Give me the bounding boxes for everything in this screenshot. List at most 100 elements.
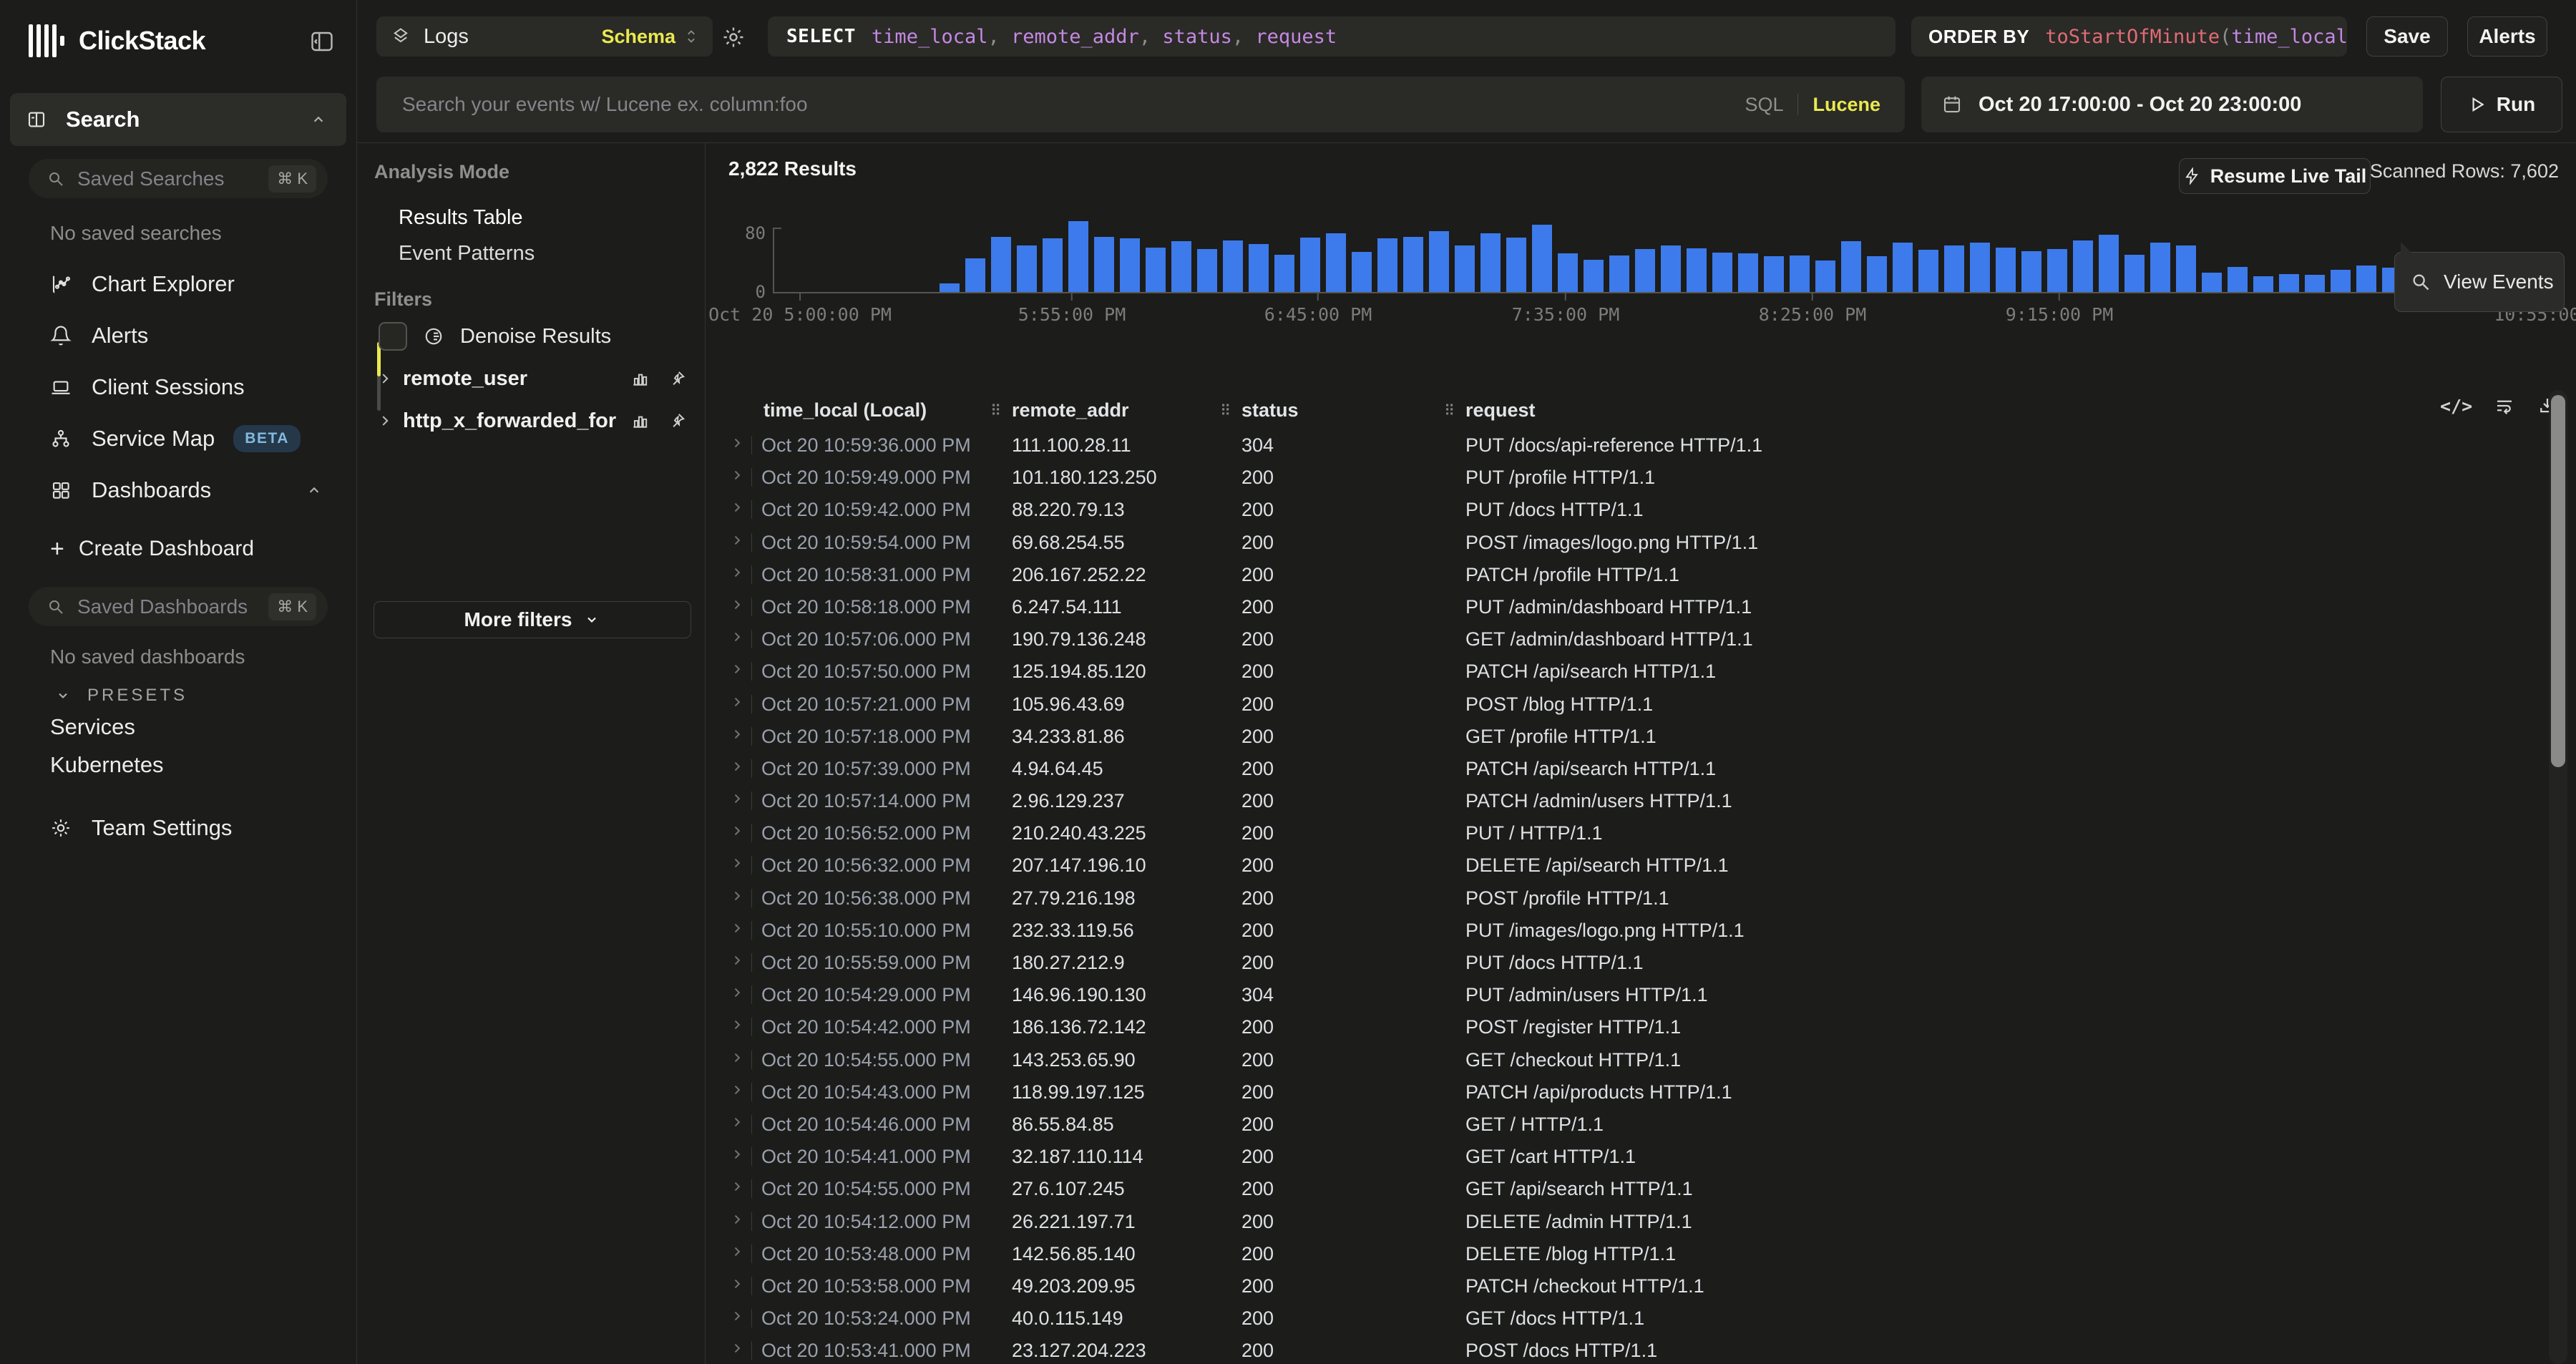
table-row[interactable]: Oct 20 10:55:10.000 PM 232.33.119.56 200… [716,915,2547,947]
expand-row-chevron-icon[interactable] [730,1083,744,1097]
table-row[interactable]: Oct 20 10:53:58.000 PM 49.203.209.95 200… [716,1270,2547,1302]
expand-row-chevron-icon[interactable] [730,953,744,968]
histogram-bar[interactable] [1403,237,1423,293]
histogram-bar[interactable] [1790,255,1810,292]
expand-row-chevron-icon[interactable] [730,468,744,482]
table-row[interactable]: Oct 20 10:56:32.000 PM 207.147.196.10 20… [716,849,2547,882]
histogram-bar[interactable] [2099,235,2119,292]
expand-row-chevron-icon[interactable] [730,856,744,870]
wrap-text-icon[interactable] [2494,395,2515,416]
denoise-checkbox[interactable] [379,322,407,351]
histogram-bar[interactable] [1120,238,1140,292]
time-range-picker[interactable]: Oct 20 17:00:00 - Oct 20 23:00:00 [1921,77,2423,132]
save-button[interactable]: Save [2366,16,2448,57]
histogram-bar[interactable] [1970,243,1990,292]
sql-toggle[interactable]: SQL [1745,94,1783,116]
histogram-bar[interactable] [1687,248,1707,292]
table-row[interactable]: Oct 20 10:59:42.000 PM 88.220.79.13 200 … [716,494,2547,526]
table-row[interactable]: Oct 20 10:55:59.000 PM 180.27.212.9 200 … [716,947,2547,979]
histogram-bar[interactable] [1326,233,1346,293]
sidebar-item-chart-explorer[interactable]: Chart Explorer [0,262,356,306]
drag-handle-icon[interactable]: ⠿ [1444,402,1453,420]
collapse-sidebar-icon[interactable] [309,29,335,54]
event-search-input[interactable] [401,92,1745,117]
expand-row-chevron-icon[interactable] [730,824,744,838]
expand-row-chevron-icon[interactable] [730,889,744,903]
histogram-bar[interactable] [1893,243,1913,292]
sidebar-item-team-settings[interactable]: Team Settings [0,806,356,850]
expand-row-chevron-icon[interactable] [730,1051,744,1065]
sidebar-item-search[interactable]: Search [10,93,346,146]
table-row[interactable]: Oct 20 10:54:41.000 PM 32.187.110.114 20… [716,1141,2547,1173]
histogram-bar[interactable] [1944,245,1964,292]
histogram-bar[interactable] [1506,238,1526,292]
expand-row-chevron-icon[interactable] [730,985,744,1000]
table-row[interactable]: Oct 20 10:57:21.000 PM 105.96.43.69 200 … [716,688,2547,721]
expand-row-chevron-icon[interactable] [730,533,744,547]
histogram-bar[interactable] [1300,238,1320,292]
histogram-bar[interactable] [2331,270,2351,292]
table-row[interactable]: Oct 20 10:58:18.000 PM 6.247.54.111 200 … [716,591,2547,623]
histogram-bar[interactable] [991,237,1011,293]
saved-searches-input[interactable] [76,167,268,191]
table-row[interactable]: Oct 20 10:56:38.000 PM 27.79.216.198 200… [716,882,2547,915]
chart-icon[interactable] [630,411,649,430]
table-row[interactable]: Oct 20 10:54:42.000 PM 186.136.72.142 20… [716,1011,2547,1043]
filter-field-row[interactable]: http_x_forwarded_for [377,404,686,438]
histogram-bar[interactable] [1918,250,1938,292]
expand-row-chevron-icon[interactable] [730,1115,744,1129]
histogram-bar[interactable] [1068,221,1088,292]
table-row[interactable]: Oct 20 10:59:36.000 PM 111.100.28.11 304… [716,429,2547,462]
source-selector[interactable]: Logs Schema [376,16,713,57]
sidebar-item-alerts[interactable]: Alerts [0,313,356,358]
expand-row-chevron-icon[interactable] [730,1147,744,1161]
histogram-bar[interactable] [1558,253,1578,292]
mode-event-patterns[interactable]: Event Patterns [399,242,535,266]
sidebar-item-client-sessions[interactable]: Client Sessions [0,365,356,409]
sidebar-item-preset[interactable]: Services [50,714,135,740]
column-header-status[interactable]: status [1241,399,1299,422]
lucene-toggle[interactable]: Lucene [1813,94,1880,116]
histogram-bar[interactable] [1017,245,1037,292]
expand-row-chevron-icon[interactable] [730,1212,744,1227]
histogram-bar[interactable] [1249,244,1269,293]
table-row[interactable]: Oct 20 10:54:55.000 PM 27.6.107.245 200 … [716,1173,2547,1205]
select-clause-input[interactable]: SELECT time_localremote_addrstatusreques… [768,16,1896,57]
sidebar-item-preset[interactable]: Kubernetes [50,752,164,778]
table-row[interactable]: Oct 20 10:57:06.000 PM 190.79.136.248 20… [716,623,2547,656]
histogram-bar[interactable] [1532,225,1552,292]
chart-icon[interactable] [630,369,649,388]
histogram-bar[interactable] [1171,241,1191,292]
histogram-bars[interactable] [940,220,2531,292]
table-row[interactable]: Oct 20 10:57:39.000 PM 4.94.64.45 200 PA… [716,753,2547,785]
column-header-time[interactable]: time_local (Local) [763,399,927,422]
pin-icon[interactable] [668,369,686,388]
table-row[interactable]: Oct 20 10:57:18.000 PM 34.233.81.86 200 … [716,721,2547,753]
table-row[interactable]: Oct 20 10:59:49.000 PM 101.180.123.250 2… [716,462,2547,494]
histogram-bar[interactable] [1043,238,1063,292]
histogram-bar[interactable] [1377,238,1397,292]
histogram-bar[interactable] [1146,248,1166,293]
expand-row-chevron-icon[interactable] [730,436,744,450]
expand-row-chevron-icon[interactable] [730,1179,744,1194]
histogram-bar[interactable] [1094,237,1114,293]
histogram-bar[interactable] [2176,245,2196,292]
histogram-bar[interactable] [1584,260,1604,292]
sidebar-item-service-map[interactable]: Service Map BETA [0,416,356,461]
histogram-bar[interactable] [2228,267,2248,292]
schema-link[interactable]: Schema [601,26,675,48]
expand-row-chevron-icon[interactable] [730,727,744,741]
histogram-bar[interactable] [1815,260,1835,292]
histogram-bar[interactable] [2356,266,2376,293]
expand-row-chevron-icon[interactable] [730,630,744,644]
histogram-bar[interactable] [2047,249,2067,292]
expand-row-chevron-icon[interactable] [730,565,744,580]
scrollbar-thumb[interactable] [2551,395,2565,767]
table-row[interactable]: Oct 20 10:57:50.000 PM 125.194.85.120 20… [716,656,2547,688]
drag-handle-icon[interactable]: ⠿ [990,402,1000,420]
table-row[interactable]: Oct 20 10:57:14.000 PM 2.96.129.237 200 … [716,785,2547,817]
saved-dashboards-input[interactable] [76,595,268,619]
histogram-bar[interactable] [1712,253,1732,292]
sidebar-item-dashboards[interactable]: Dashboards [0,468,356,512]
expand-row-chevron-icon[interactable] [730,500,744,515]
